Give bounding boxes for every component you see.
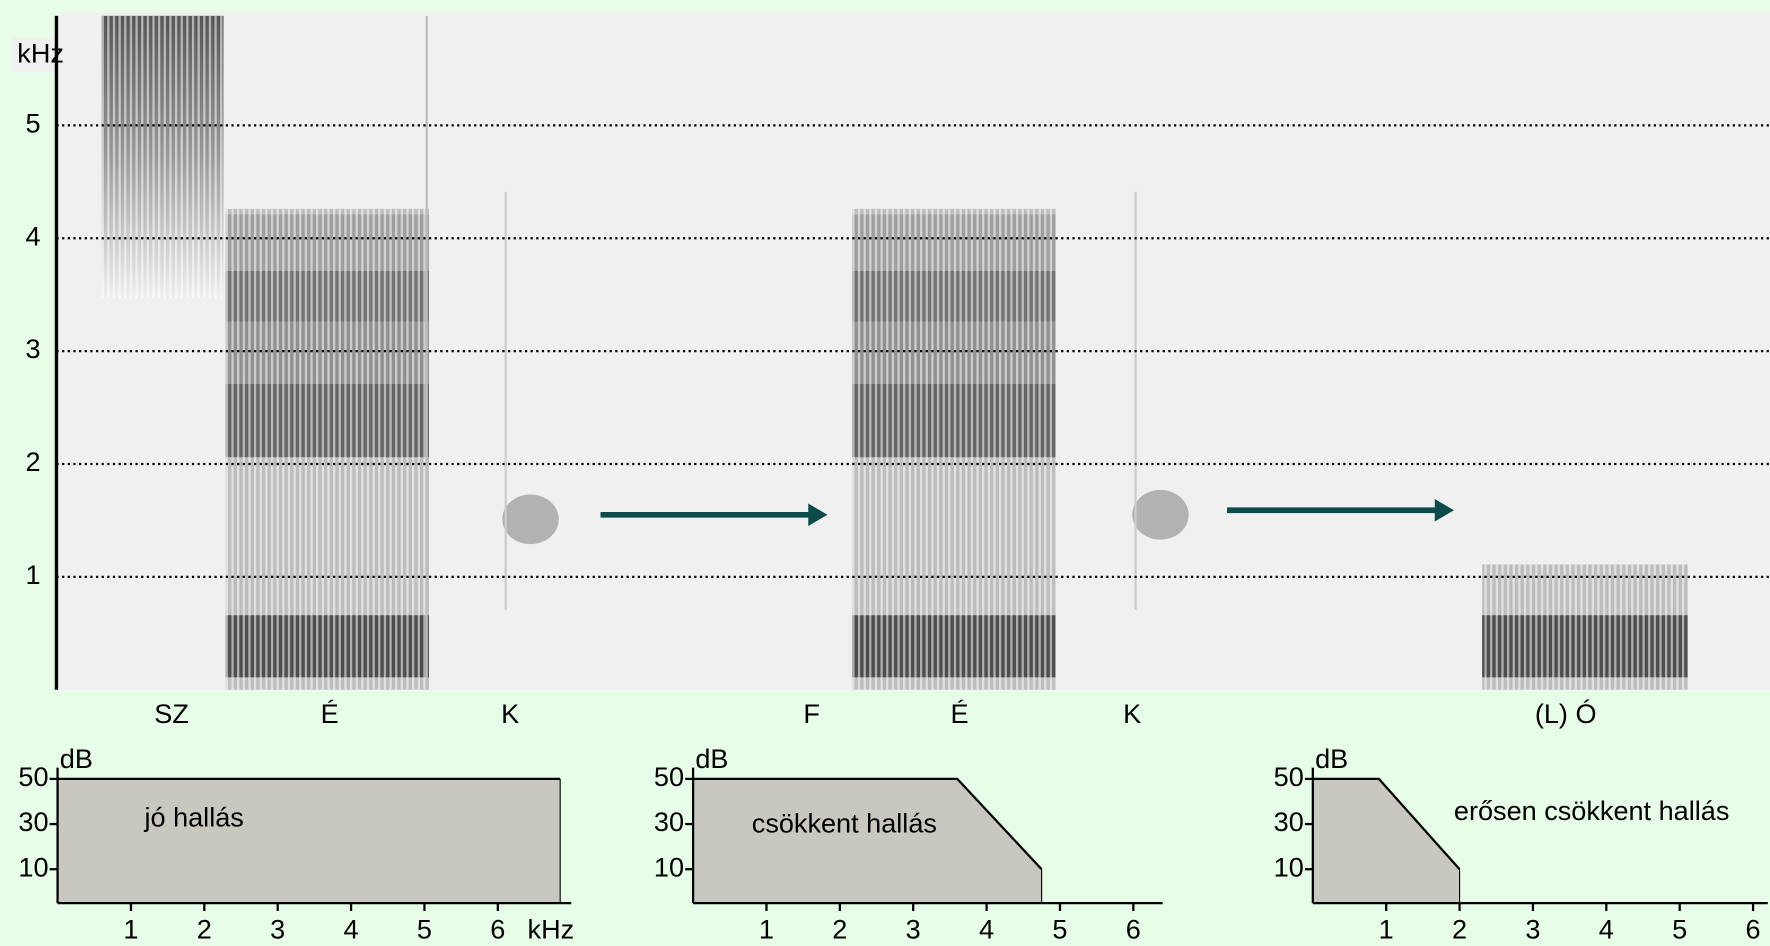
x-tick-label: 2 — [1452, 913, 1467, 944]
arrow-head — [808, 503, 828, 527]
x-tick-label: 3 — [906, 913, 921, 944]
segment-label: SZ — [154, 698, 189, 729]
hearing-curve — [693, 777, 1043, 870]
striation — [225, 208, 429, 690]
y-tick-label: 4 — [26, 220, 41, 251]
x-tick-label: 4 — [979, 913, 994, 944]
x-axis-label: kHz — [528, 913, 575, 944]
hearing-area-fill — [57, 778, 561, 904]
segment-label: É — [321, 698, 339, 729]
y-tick-label: 10 — [654, 851, 684, 882]
burst — [1132, 489, 1189, 540]
hearing-area-fill — [1312, 778, 1460, 904]
x-tick-label: 5 — [417, 913, 432, 944]
x-tick-label: 6 — [1126, 913, 1141, 944]
axis-label-bg — [11, 38, 70, 73]
x-tick-label: 1 — [1379, 913, 1394, 944]
area-text: erősen csökkent hallás — [1454, 795, 1729, 826]
segment-label: (L) Ó — [1535, 698, 1597, 729]
y-tick-label: 5 — [26, 107, 41, 138]
y-tick-label: 30 — [1274, 806, 1304, 837]
spectrogram-image — [101, 15, 1688, 690]
y-axis-label: dB — [1315, 743, 1348, 774]
y-tick-label: 50 — [1274, 761, 1304, 792]
x-tick-label: 5 — [1052, 913, 1067, 944]
hearing-curve — [1312, 777, 1461, 870]
x-tick-label: 4 — [344, 913, 359, 944]
y-tick-label: 50 — [18, 761, 48, 792]
y-tick-label: 10 — [1274, 851, 1304, 882]
burst — [502, 494, 559, 545]
hearing-area-fill — [693, 778, 1042, 904]
segment-label: K — [501, 698, 519, 729]
segment-label: F — [803, 698, 820, 729]
y-tick-label: 30 — [654, 806, 684, 837]
x-tick-label: 6 — [1746, 913, 1761, 944]
x-tick-label: 3 — [1525, 913, 1540, 944]
y-axis-label: dB — [695, 743, 728, 774]
y-tick-label: 10 — [18, 851, 48, 882]
segment-label: É — [950, 698, 968, 729]
striation — [101, 15, 224, 299]
y-axis-label: kHz — [17, 37, 64, 68]
y-tick-label: 30 — [18, 806, 48, 837]
x-tick-label: 3 — [270, 913, 285, 944]
arrow-head — [1434, 498, 1454, 522]
y-axis-label: dB — [60, 743, 93, 774]
x-tick-label: 1 — [123, 913, 138, 944]
x-tick-label: 2 — [832, 913, 847, 944]
y-tick-label: 1 — [26, 559, 41, 590]
segment-label: K — [1123, 698, 1141, 729]
striation — [1482, 564, 1688, 690]
x-tick-label: 2 — [197, 913, 212, 944]
striation — [852, 208, 1056, 690]
x-tick-label: 6 — [490, 913, 505, 944]
area-text: jó hallás — [143, 802, 243, 833]
x-tick-label: 1 — [759, 913, 774, 944]
x-tick-label: 5 — [1672, 913, 1687, 944]
x-tick-label: 4 — [1599, 913, 1614, 944]
y-tick-label: 50 — [654, 761, 684, 792]
y-tick-label: 3 — [26, 333, 41, 364]
y-tick-label: 2 — [26, 446, 41, 477]
area-text: csökkent hallás — [752, 807, 937, 838]
